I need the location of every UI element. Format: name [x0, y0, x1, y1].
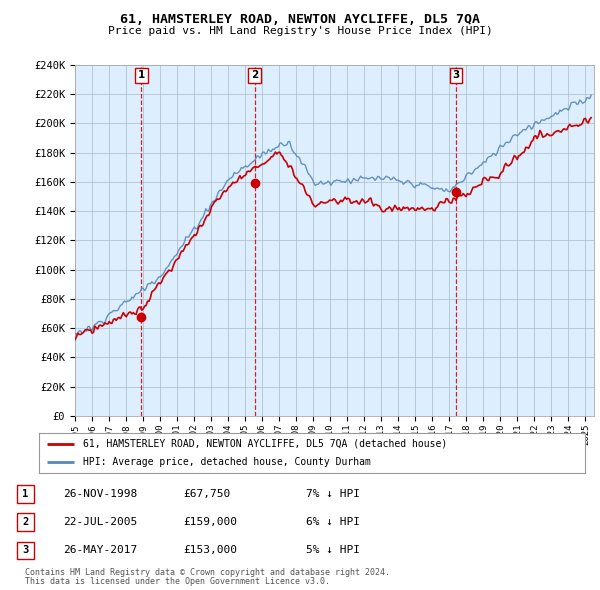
Text: £67,750: £67,750	[183, 489, 230, 499]
Text: 5% ↓ HPI: 5% ↓ HPI	[306, 546, 360, 555]
Text: 3: 3	[452, 70, 460, 80]
Text: £159,000: £159,000	[183, 517, 237, 527]
Text: £153,000: £153,000	[183, 546, 237, 555]
Text: 3: 3	[22, 546, 28, 555]
Text: 7% ↓ HPI: 7% ↓ HPI	[306, 489, 360, 499]
Text: 6% ↓ HPI: 6% ↓ HPI	[306, 517, 360, 527]
Text: 26-NOV-1998: 26-NOV-1998	[63, 489, 137, 499]
Text: 61, HAMSTERLEY ROAD, NEWTON AYCLIFFE, DL5 7QA (detached house): 61, HAMSTERLEY ROAD, NEWTON AYCLIFFE, DL…	[83, 439, 447, 449]
Text: 1: 1	[138, 70, 145, 80]
Text: This data is licensed under the Open Government Licence v3.0.: This data is licensed under the Open Gov…	[25, 577, 330, 586]
Text: HPI: Average price, detached house, County Durham: HPI: Average price, detached house, Coun…	[83, 457, 371, 467]
Text: 2: 2	[22, 517, 28, 527]
Text: 26-MAY-2017: 26-MAY-2017	[63, 546, 137, 555]
Text: 61, HAMSTERLEY ROAD, NEWTON AYCLIFFE, DL5 7QA: 61, HAMSTERLEY ROAD, NEWTON AYCLIFFE, DL…	[120, 13, 480, 26]
Text: Price paid vs. HM Land Registry's House Price Index (HPI): Price paid vs. HM Land Registry's House …	[107, 26, 493, 36]
Text: 22-JUL-2005: 22-JUL-2005	[63, 517, 137, 527]
Text: Contains HM Land Registry data © Crown copyright and database right 2024.: Contains HM Land Registry data © Crown c…	[25, 568, 390, 577]
Text: 1: 1	[22, 489, 28, 499]
Text: 2: 2	[251, 70, 258, 80]
